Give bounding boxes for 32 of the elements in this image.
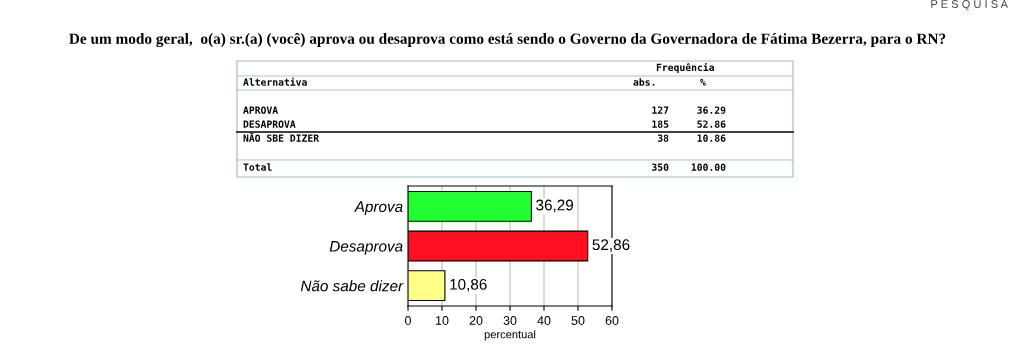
y-tick-label: Aprova (353, 201, 403, 216)
text: 36.29 (697, 106, 726, 114)
text: Alternativa (243, 77, 307, 86)
x-tick-label: 60 (605, 316, 619, 325)
text: 100.00 (691, 163, 726, 171)
x-tick-label: 10 (436, 316, 449, 325)
text: 127 (652, 106, 669, 114)
text: NÃO SBE DIZER (243, 132, 320, 142)
x-axis-title: percentual (484, 330, 536, 341)
y-tick-label: Não sabe dizer (300, 280, 404, 292)
text: APROVA (243, 106, 278, 114)
text: 350 (652, 163, 669, 171)
chart-title: De um modo geral, o(a) sr.(a) (você) aprova ou desaprova como está sendo o Governo da Governadora de Fátima Bezerra, para o RN? (69, 32, 946, 48)
text: 52.86 (697, 120, 726, 128)
text: 185 (652, 120, 669, 128)
data-label: 52,86 (592, 239, 630, 252)
x-tick-label: 50 (571, 316, 585, 325)
x-tick-label: 30 (503, 316, 517, 325)
text: DESAPROVA (243, 120, 296, 128)
text: % (700, 78, 706, 86)
text: P E S Q U I S A (931, 0, 1008, 10)
x-tick-label: 40 (537, 316, 551, 325)
data-label: 36,29 (536, 199, 574, 213)
text: 10.86 (697, 134, 726, 142)
y-tick-label: Desaprova (329, 241, 403, 255)
text: Frequência (656, 63, 714, 73)
text: abs. (633, 78, 655, 86)
text: Total (243, 163, 272, 171)
x-tick-label: 0 (405, 316, 411, 325)
text: 38 (657, 134, 669, 142)
x-tick-label: 20 (469, 316, 483, 325)
data-label: 10,86 (450, 278, 487, 292)
